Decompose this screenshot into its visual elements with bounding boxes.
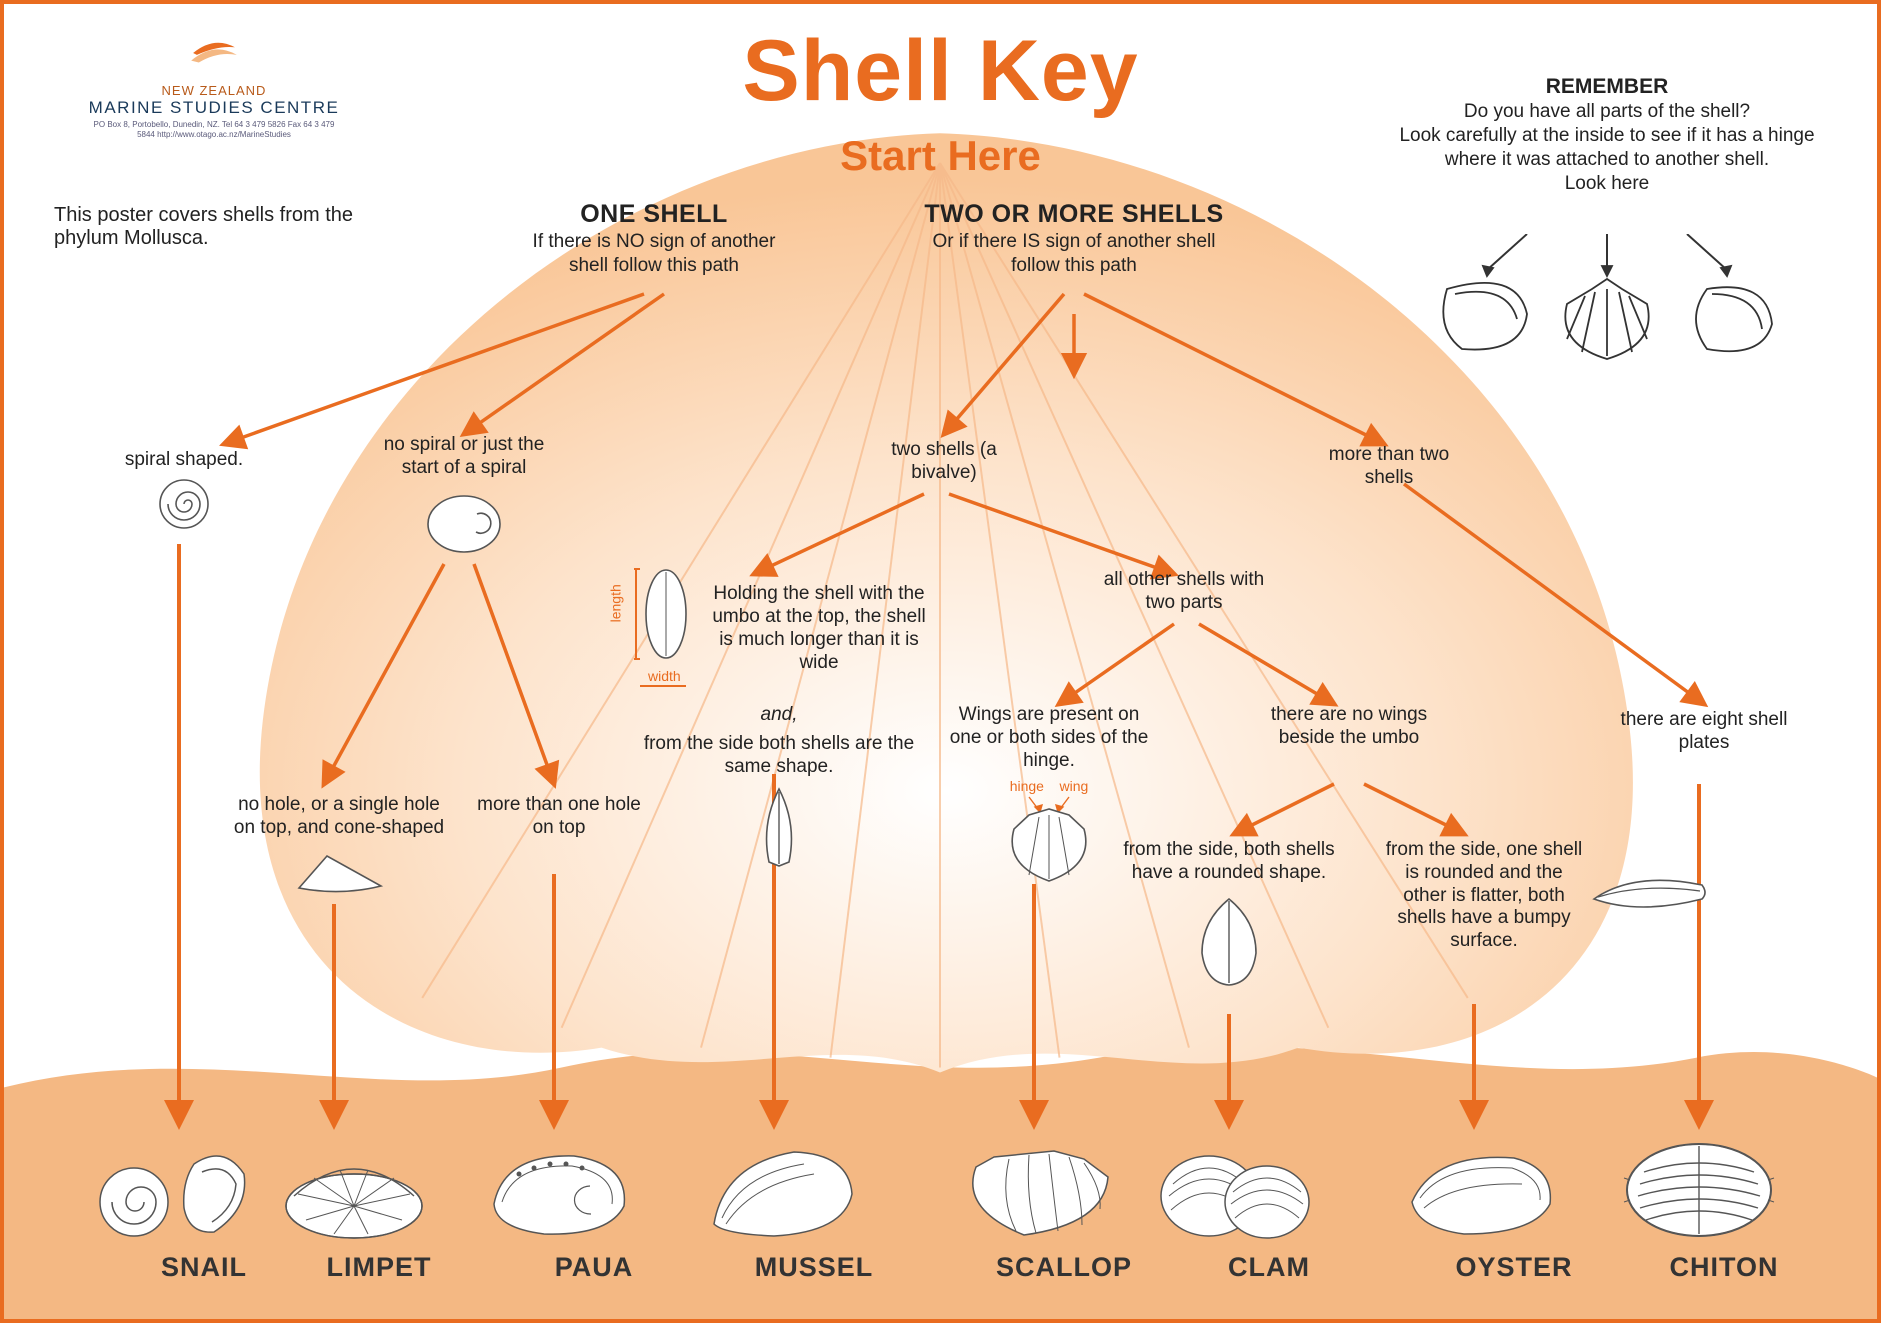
logo-icon bbox=[185, 34, 243, 72]
node-nowings: there are no wings beside the umbo bbox=[1259, 704, 1439, 750]
result-chiton: CHITON bbox=[1644, 1252, 1804, 1283]
scallop-small-icon bbox=[994, 795, 1104, 885]
logo-msc: MARINE STUDIES CENTRE bbox=[84, 98, 344, 118]
mussel-desc2: from the side both shells are the same s… bbox=[624, 733, 934, 779]
mussel-and: and, bbox=[624, 704, 934, 727]
result-oyster: OYSTER bbox=[1434, 1252, 1594, 1283]
branch-one-title: ONE SHELL bbox=[524, 199, 784, 230]
spiral-icon bbox=[149, 472, 219, 532]
mussel-desc1: Holding the shell with the umbo at the t… bbox=[704, 583, 934, 674]
result-snail: SNAIL bbox=[124, 1252, 284, 1283]
node-oyster: from the side, one shell is rounded and … bbox=[1384, 839, 1584, 953]
clam-illustration bbox=[1149, 1132, 1319, 1249]
remember-line1: Do you have all parts of the shell? bbox=[1397, 100, 1817, 124]
nospiral-icon bbox=[419, 486, 509, 561]
label-wing: wing bbox=[1060, 778, 1089, 794]
node-nospiral: no spiral or just the start of a spiral bbox=[374, 434, 554, 561]
remember-box: REMEMBER Do you have all parts of the sh… bbox=[1397, 74, 1817, 195]
node-nohole: no hole, or a single hole on top, and co… bbox=[229, 794, 449, 896]
node-twoshells: two shells (a bivalve) bbox=[859, 439, 1029, 485]
branch-one-shell: ONE SHELL If there is NO sign of another… bbox=[524, 199, 784, 278]
poster-root: Shell Key Start Here NEW ZEALAND MARINE … bbox=[0, 0, 1881, 1323]
logo-address: PO Box 8, Portobello, Dunedin, NZ. Tel 6… bbox=[84, 120, 344, 139]
mussel-side-icon bbox=[749, 784, 809, 869]
label-length: length bbox=[608, 584, 625, 622]
start-here-label: Start Here bbox=[840, 132, 1041, 180]
node-allother: all other shells with two parts bbox=[1089, 569, 1279, 615]
paua-illustration bbox=[464, 1134, 644, 1249]
mussel-top-icon bbox=[634, 564, 694, 664]
branch-two-title: TWO OR MORE SHELLS bbox=[924, 199, 1224, 230]
mussel-illustration bbox=[694, 1134, 864, 1249]
node-chiton: there are eight shell plates bbox=[1614, 709, 1794, 755]
snail-illustration bbox=[84, 1134, 264, 1249]
limpet-small-icon bbox=[289, 846, 389, 896]
remember-shells-icon bbox=[1407, 234, 1807, 374]
chiton-illustration bbox=[1614, 1132, 1784, 1249]
remember-line2: Look carefully at the inside to see if i… bbox=[1397, 124, 1817, 172]
main-title: Shell Key bbox=[742, 22, 1138, 121]
limpet-illustration bbox=[274, 1134, 434, 1249]
oyster-small-icon bbox=[1584, 859, 1714, 919]
result-paua: PAUA bbox=[514, 1252, 674, 1283]
clam-small-icon bbox=[1184, 891, 1274, 991]
label-hinge: hinge bbox=[1010, 778, 1044, 794]
node-mussel-block: length width Holding the shell with the … bbox=[624, 564, 934, 869]
node-clam: from the side, both shells have a rounde… bbox=[1109, 839, 1349, 991]
logo-nz: NEW ZEALAND bbox=[84, 83, 344, 98]
branch-two-sub: Or if there IS sign of another shell fol… bbox=[924, 230, 1224, 278]
remember-head: REMEMBER bbox=[1397, 74, 1817, 100]
poster-subtitle: This poster covers shells from the phylu… bbox=[54, 204, 374, 250]
scallop-illustration bbox=[954, 1129, 1124, 1249]
logo-block: NEW ZEALAND MARINE STUDIES CENTRE PO Box… bbox=[84, 34, 344, 139]
branch-one-sub: If there is NO sign of another shell fol… bbox=[524, 230, 784, 278]
result-limpet: LIMPET bbox=[299, 1252, 459, 1283]
branch-two-shells: TWO OR MORE SHELLS Or if there IS sign o… bbox=[924, 199, 1224, 278]
remember-look: Look here bbox=[1397, 172, 1817, 196]
result-scallop: SCALLOP bbox=[984, 1252, 1144, 1283]
node-spiral: spiral shaped. bbox=[104, 449, 264, 532]
result-clam: CLAM bbox=[1189, 1252, 1349, 1283]
oyster-illustration bbox=[1394, 1134, 1564, 1249]
result-mussel: MUSSEL bbox=[734, 1252, 894, 1283]
node-multihole: more than one hole on top bbox=[474, 794, 644, 840]
node-morethan2: more than two shells bbox=[1304, 444, 1474, 490]
